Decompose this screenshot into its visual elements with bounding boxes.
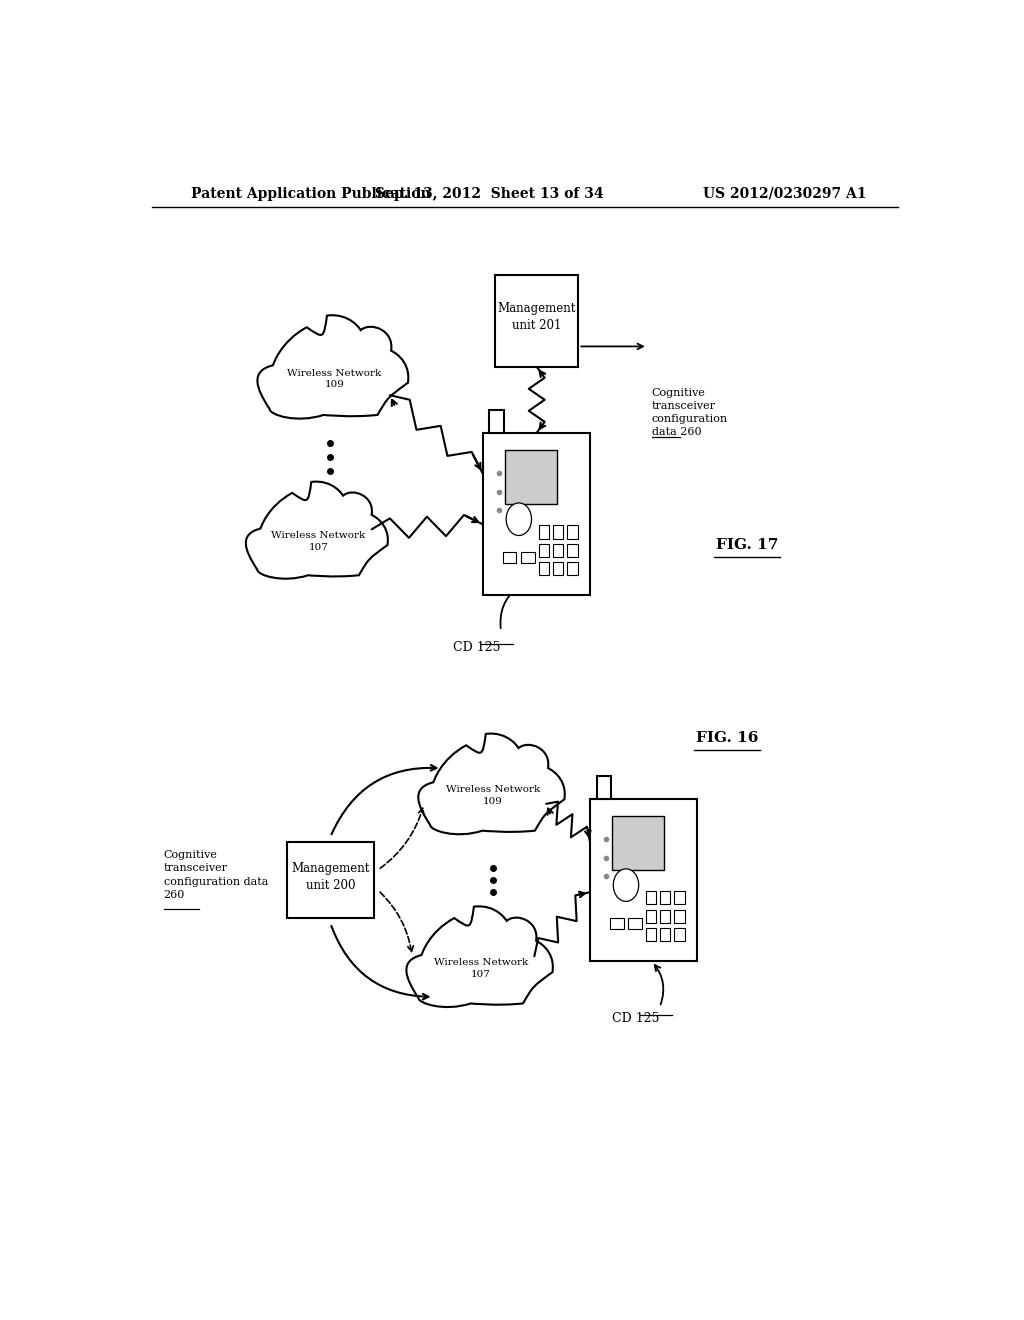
Bar — [287, 842, 374, 919]
Text: Wireless Network
109: Wireless Network 109 — [287, 368, 382, 389]
PathPatch shape — [257, 315, 409, 418]
Bar — [539, 562, 549, 576]
Bar — [675, 928, 685, 941]
Bar — [610, 917, 624, 929]
Text: US 2012/0230297 A1: US 2012/0230297 A1 — [702, 187, 866, 201]
Bar — [660, 928, 671, 941]
Text: Cognitive
transceiver
configuration
data 260: Cognitive transceiver configuration data… — [652, 388, 728, 437]
Bar — [553, 562, 563, 576]
Bar — [660, 891, 671, 904]
Bar — [539, 544, 549, 557]
Bar — [646, 891, 656, 904]
Bar — [660, 909, 671, 923]
Bar — [553, 525, 563, 539]
Bar — [506, 450, 557, 504]
Bar — [612, 816, 664, 870]
PathPatch shape — [418, 734, 565, 834]
Bar — [553, 544, 563, 557]
Bar — [590, 799, 697, 961]
Text: Cognitive
transceiver
configuration data
260: Cognitive transceiver configuration data… — [164, 850, 268, 900]
Bar — [675, 909, 685, 923]
Text: Management
unit 201: Management unit 201 — [498, 302, 575, 331]
Bar — [646, 909, 656, 923]
Bar — [495, 276, 579, 367]
PathPatch shape — [407, 907, 553, 1007]
Text: Patent Application Publication: Patent Application Publication — [191, 187, 431, 201]
Bar — [489, 411, 504, 433]
Bar — [567, 562, 578, 576]
Bar — [521, 552, 535, 562]
Circle shape — [506, 503, 531, 536]
Bar — [503, 552, 516, 562]
Text: Wireless Network
109: Wireless Network 109 — [445, 785, 541, 807]
Bar — [646, 928, 656, 941]
Text: FIG. 16: FIG. 16 — [696, 731, 759, 744]
Bar — [567, 544, 578, 557]
Text: Sep. 13, 2012  Sheet 13 of 34: Sep. 13, 2012 Sheet 13 of 34 — [375, 187, 603, 201]
Bar — [597, 776, 611, 799]
Bar — [483, 433, 590, 595]
Bar — [539, 525, 549, 539]
Circle shape — [613, 869, 639, 902]
Bar — [675, 891, 685, 904]
Bar — [629, 917, 642, 929]
Text: Management
unit 200: Management unit 200 — [291, 862, 370, 892]
Text: Wireless Network
107: Wireless Network 107 — [434, 958, 528, 979]
Text: FIG. 17: FIG. 17 — [716, 537, 778, 552]
Text: Wireless Network
107: Wireless Network 107 — [271, 531, 366, 552]
Bar — [567, 525, 578, 539]
PathPatch shape — [246, 482, 388, 578]
Text: CD 125: CD 125 — [454, 642, 501, 655]
Text: CD 125: CD 125 — [612, 1012, 659, 1026]
